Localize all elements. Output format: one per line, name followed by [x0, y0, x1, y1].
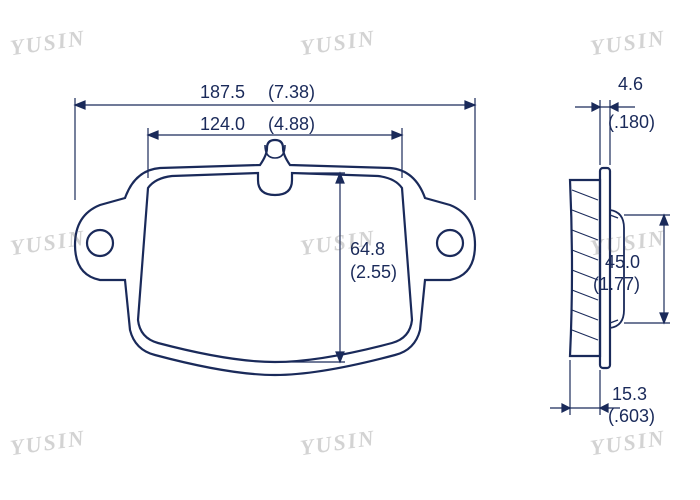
front-view-dims [75, 98, 475, 362]
dimension-labels: 187.5 (7.38) 124.0 (4.88) 64.8 (2.55) 4.… [200, 74, 655, 426]
dim-thick-in: (.180) [608, 112, 655, 132]
dim-overall-width-mm: 187.5 [200, 82, 245, 102]
dim-thick-mm: 4.6 [618, 74, 643, 94]
dim-height-in: (2.55) [350, 262, 397, 282]
dim-clip-in: (1.77) [593, 274, 640, 294]
dim-inner-width-mm: 124.0 [200, 114, 245, 134]
dim-clip-mm: 45.0 [605, 252, 640, 272]
engineering-drawing: 187.5 (7.38) 124.0 (4.88) 64.8 (2.55) 4.… [0, 0, 700, 500]
dim-pad-mm: 15.3 [612, 384, 647, 404]
dim-inner-width-in: (4.88) [268, 114, 315, 134]
dim-height-mm: 64.8 [350, 239, 385, 259]
front-view-group [75, 140, 475, 375]
dim-overall-width-in: (7.38) [268, 82, 315, 102]
dim-pad-in: (.603) [608, 406, 655, 426]
